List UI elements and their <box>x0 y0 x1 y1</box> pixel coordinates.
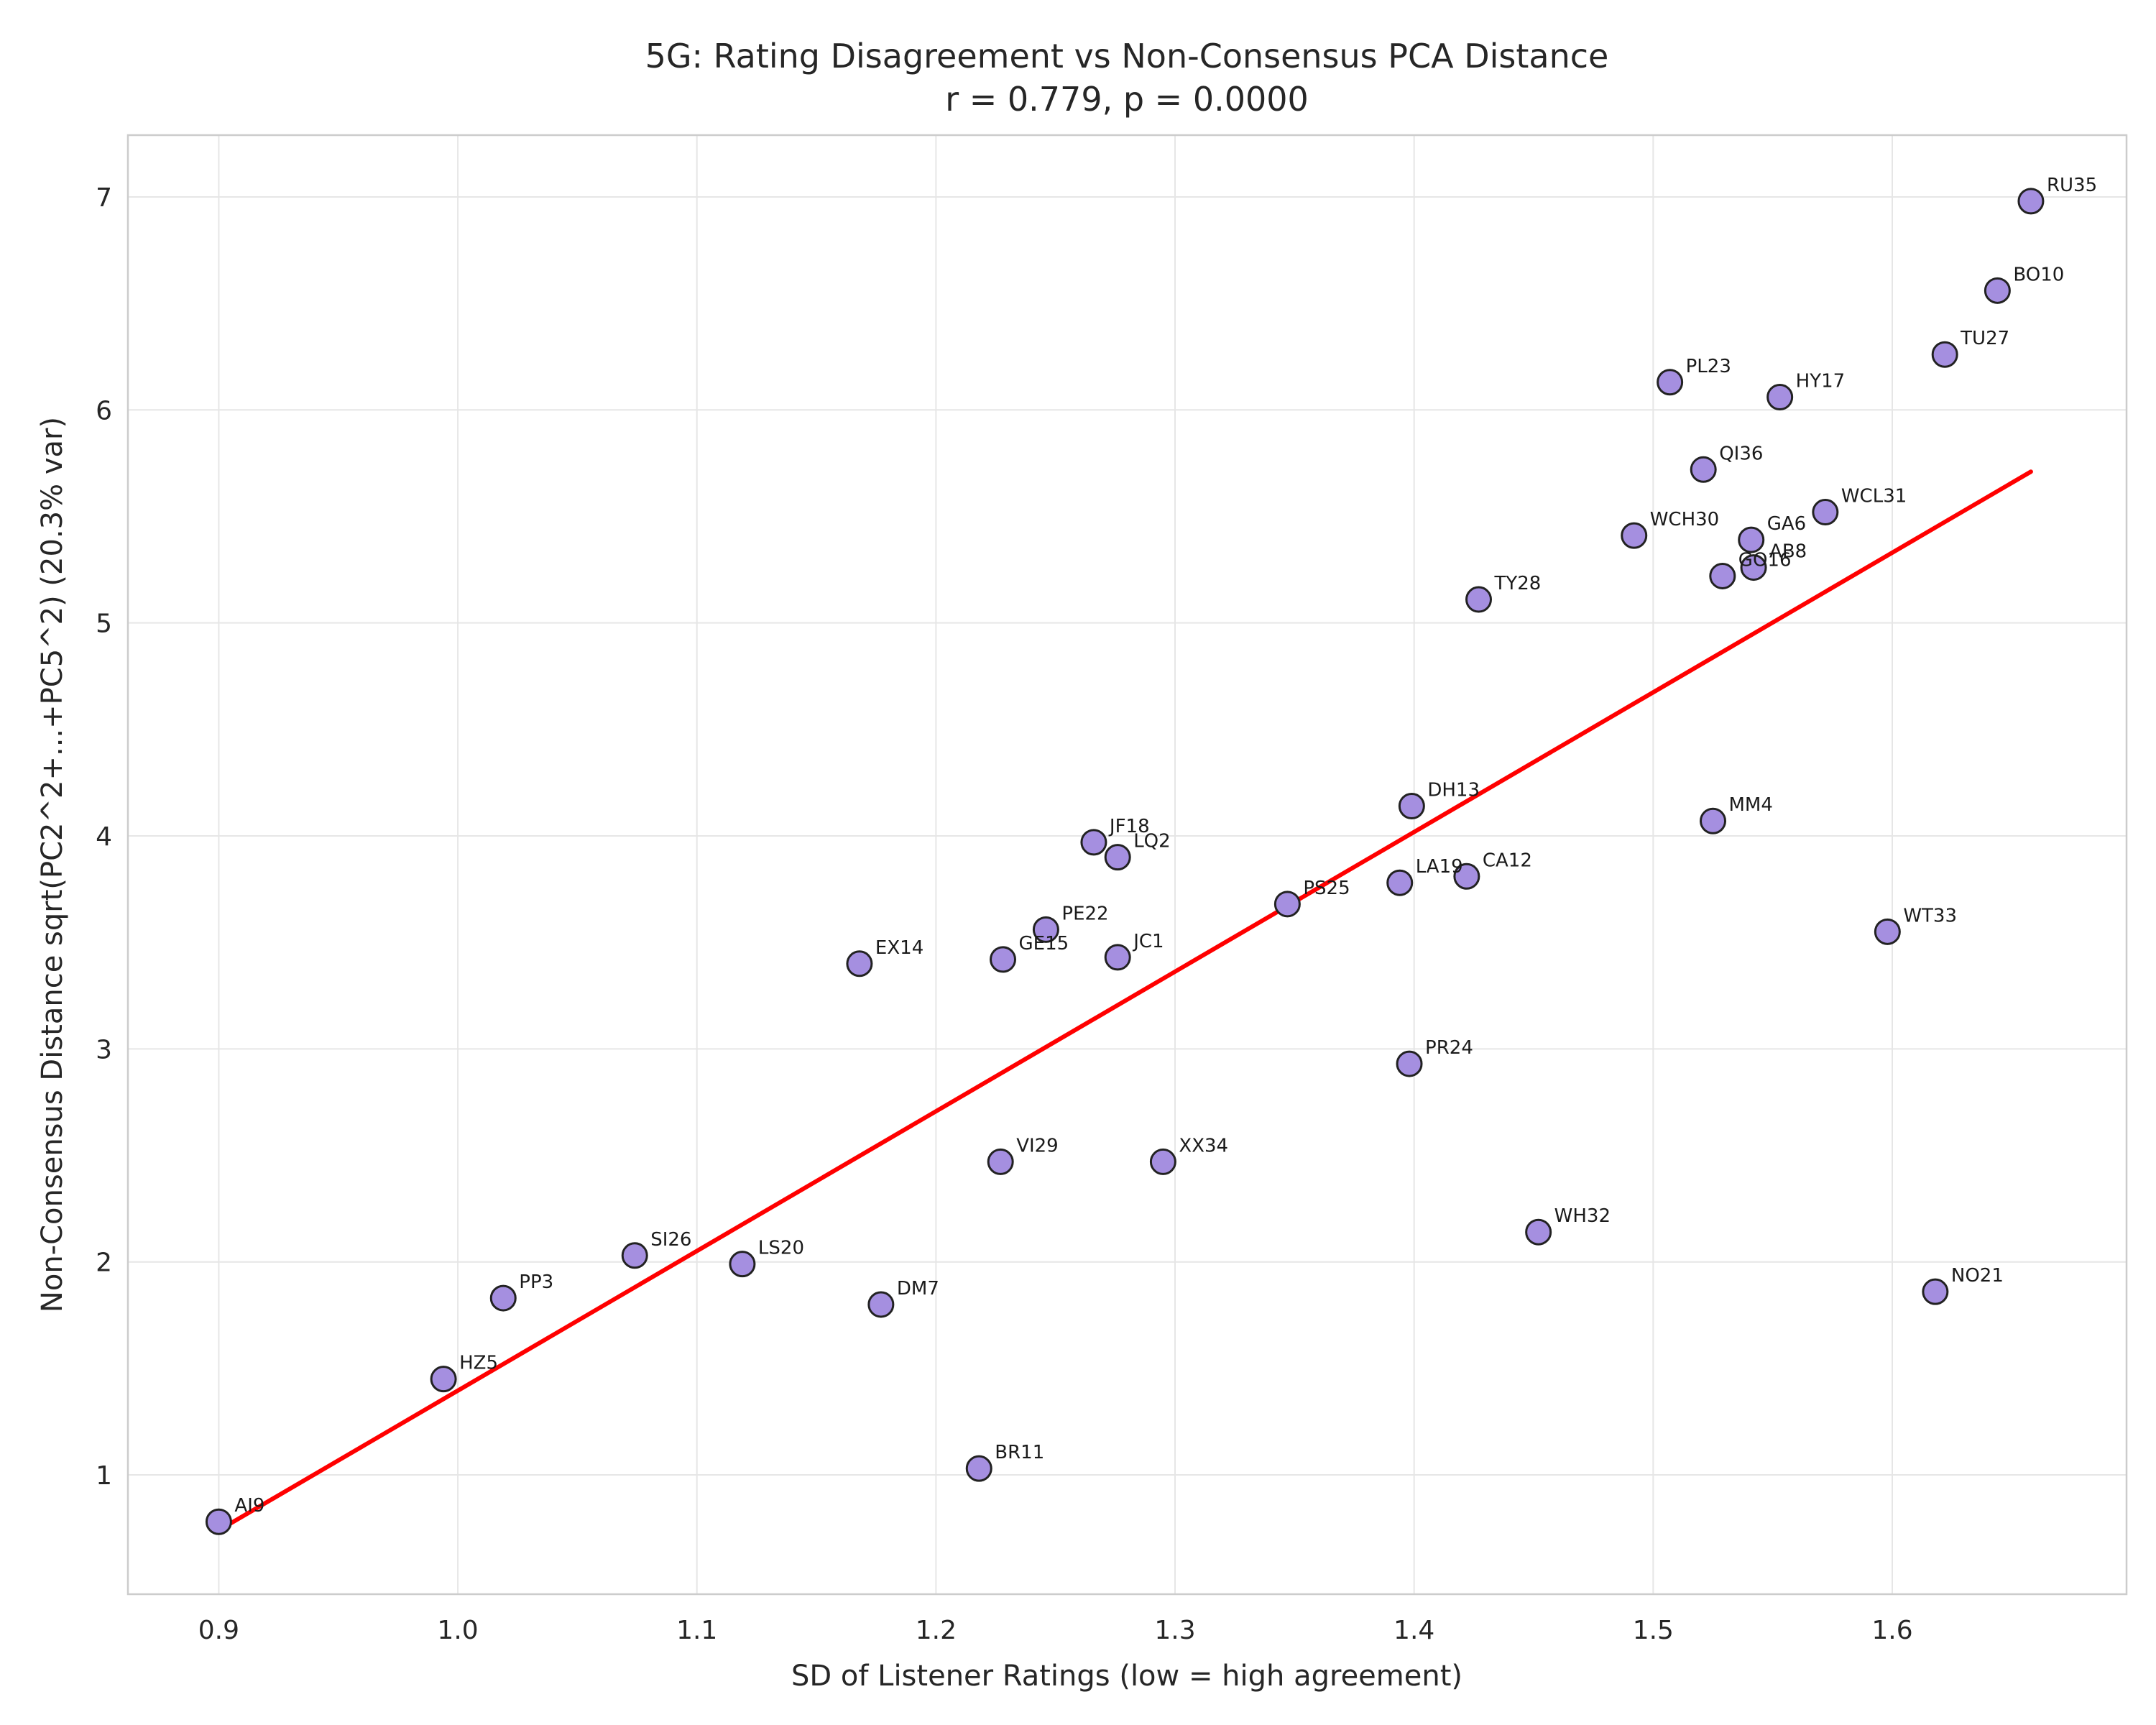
scatter-point <box>1080 829 1107 856</box>
point-label: LA19 <box>1416 856 1463 878</box>
x-tick-label: 0.9 <box>198 1616 239 1645</box>
scatter-point <box>1984 277 2011 304</box>
x-tick-label: 1.1 <box>676 1616 717 1645</box>
scatter-point <box>1149 1148 1176 1175</box>
scatter-point <box>1766 384 1794 411</box>
scatter-point <box>2017 188 2045 215</box>
point-label: HY17 <box>1796 371 1846 392</box>
scatter-point <box>987 1148 1014 1175</box>
scatter-point <box>1738 526 1765 553</box>
x-tick-label: 1.2 <box>916 1616 957 1645</box>
point-label: PR24 <box>1425 1037 1473 1059</box>
scatter-point <box>867 1291 895 1318</box>
scatter-point <box>1453 862 1480 890</box>
point-label: GO16 <box>1738 549 1792 571</box>
point-label: JF18 <box>1108 816 1150 837</box>
point-label: DM7 <box>897 1278 939 1300</box>
fit-line-group <box>216 469 2033 1533</box>
point-label: RU35 <box>2047 175 2097 196</box>
x-tick-label: 1.4 <box>1393 1616 1434 1645</box>
point-label: BR11 <box>995 1442 1044 1463</box>
point-label: VI29 <box>1016 1135 1059 1156</box>
scatter-point <box>621 1242 648 1269</box>
scatter-point <box>1525 1218 1552 1246</box>
scatter-point <box>1740 554 1767 581</box>
scatter-point <box>1709 562 1736 589</box>
scatter-point <box>1922 1278 1949 1305</box>
scatter-point <box>1657 369 1684 396</box>
point-label: EX14 <box>875 937 923 959</box>
scatter-point <box>1700 807 1727 834</box>
chart-title: 5G: Rating Disagreement vs Non-Consensus… <box>645 37 1609 75</box>
scatter-point <box>1812 499 1839 526</box>
point-label: PS25 <box>1303 878 1350 899</box>
point-label: WCH30 <box>1650 509 1720 530</box>
y-tick-label: 7 <box>96 183 112 213</box>
y-tick-label: 6 <box>96 396 112 426</box>
y-tick-label: 2 <box>96 1248 112 1278</box>
point-label: PE22 <box>1061 903 1108 924</box>
point-label: AB8 <box>1769 541 1807 563</box>
point-label: WH32 <box>1554 1205 1611 1227</box>
point-label: PL23 <box>1686 356 1731 377</box>
x-tick-label: 1.6 <box>1871 1616 1912 1645</box>
point-label: WCL31 <box>1841 486 1907 507</box>
point-label: BO10 <box>2013 264 2064 285</box>
scatter-point <box>1931 341 1958 368</box>
x-tick-label: 1.3 <box>1154 1616 1195 1645</box>
point-label: QI36 <box>1719 443 1763 464</box>
x-axis-label: SD of Listener Ratings (low = high agree… <box>791 1660 1462 1693</box>
x-tick-label: 1.5 <box>1633 1616 1674 1645</box>
point-label: LS20 <box>758 1238 804 1259</box>
scatter-point <box>1690 456 1717 483</box>
plot-frame <box>126 134 2128 1596</box>
point-label: WT33 <box>1903 905 1957 926</box>
y-tick-label: 5 <box>96 610 112 639</box>
y-tick-label: 1 <box>96 1461 112 1491</box>
scatter-point <box>1032 916 1059 943</box>
scatter-point <box>990 946 1017 973</box>
scatter-point <box>1273 891 1301 918</box>
point-label: SI26 <box>650 1229 691 1251</box>
scatter-point <box>1398 793 1425 820</box>
point-label: TY28 <box>1494 573 1542 594</box>
scatter-point <box>489 1284 517 1312</box>
scatter-point <box>965 1455 992 1482</box>
ticks-group: 0.9 1.0 1.1 1.2 1.3 1.4 1.5 1.6 1 2 3 4 5 6 7 <box>96 183 1913 1645</box>
x-tick-label: 1.0 <box>437 1616 478 1645</box>
point-label: LQ2 <box>1133 831 1171 852</box>
point-label: HZ5 <box>459 1353 498 1374</box>
grid <box>128 135 2127 1594</box>
scatter-point <box>1874 918 1901 945</box>
point-label: GE15 <box>1019 933 1069 954</box>
scatter-point <box>1104 844 1131 871</box>
point-label: AI9 <box>234 1495 264 1517</box>
scatter-point <box>1396 1050 1423 1077</box>
point-label: NO21 <box>1951 1265 2004 1287</box>
point-label: JC1 <box>1132 931 1164 952</box>
scatter-point <box>1104 944 1131 971</box>
scatter-point <box>1386 869 1414 896</box>
regression-line <box>216 469 2033 1533</box>
point-label: XX34 <box>1179 1135 1228 1156</box>
scatter-point <box>1465 586 1493 613</box>
scatter-point <box>430 1366 457 1393</box>
chart-subtitle: r = 0.779, p = 0.0000 <box>945 80 1309 119</box>
y-axis-label: Non-Consensus Distance sqrt(PC2^2+...+PC… <box>36 417 69 1312</box>
scatter-point <box>729 1251 756 1278</box>
point-label: GA6 <box>1767 513 1806 535</box>
y-tick-label: 4 <box>96 822 112 852</box>
point-label: PP3 <box>519 1271 553 1293</box>
scatter-point <box>205 1508 232 1535</box>
scatter-point <box>1621 522 1648 549</box>
point-label: MM4 <box>1729 794 1773 816</box>
point-label: TU27 <box>1960 328 2009 349</box>
point-label: DH13 <box>1427 780 1480 801</box>
scatter-point <box>846 950 873 978</box>
points-group: RU35 BO10 TU27 PL23 HY17 QI36 WCL31 WCH30 GA6 AB8… <box>205 175 2097 1535</box>
point-label: CA12 <box>1483 850 1532 871</box>
y-tick-label: 3 <box>96 1035 112 1064</box>
